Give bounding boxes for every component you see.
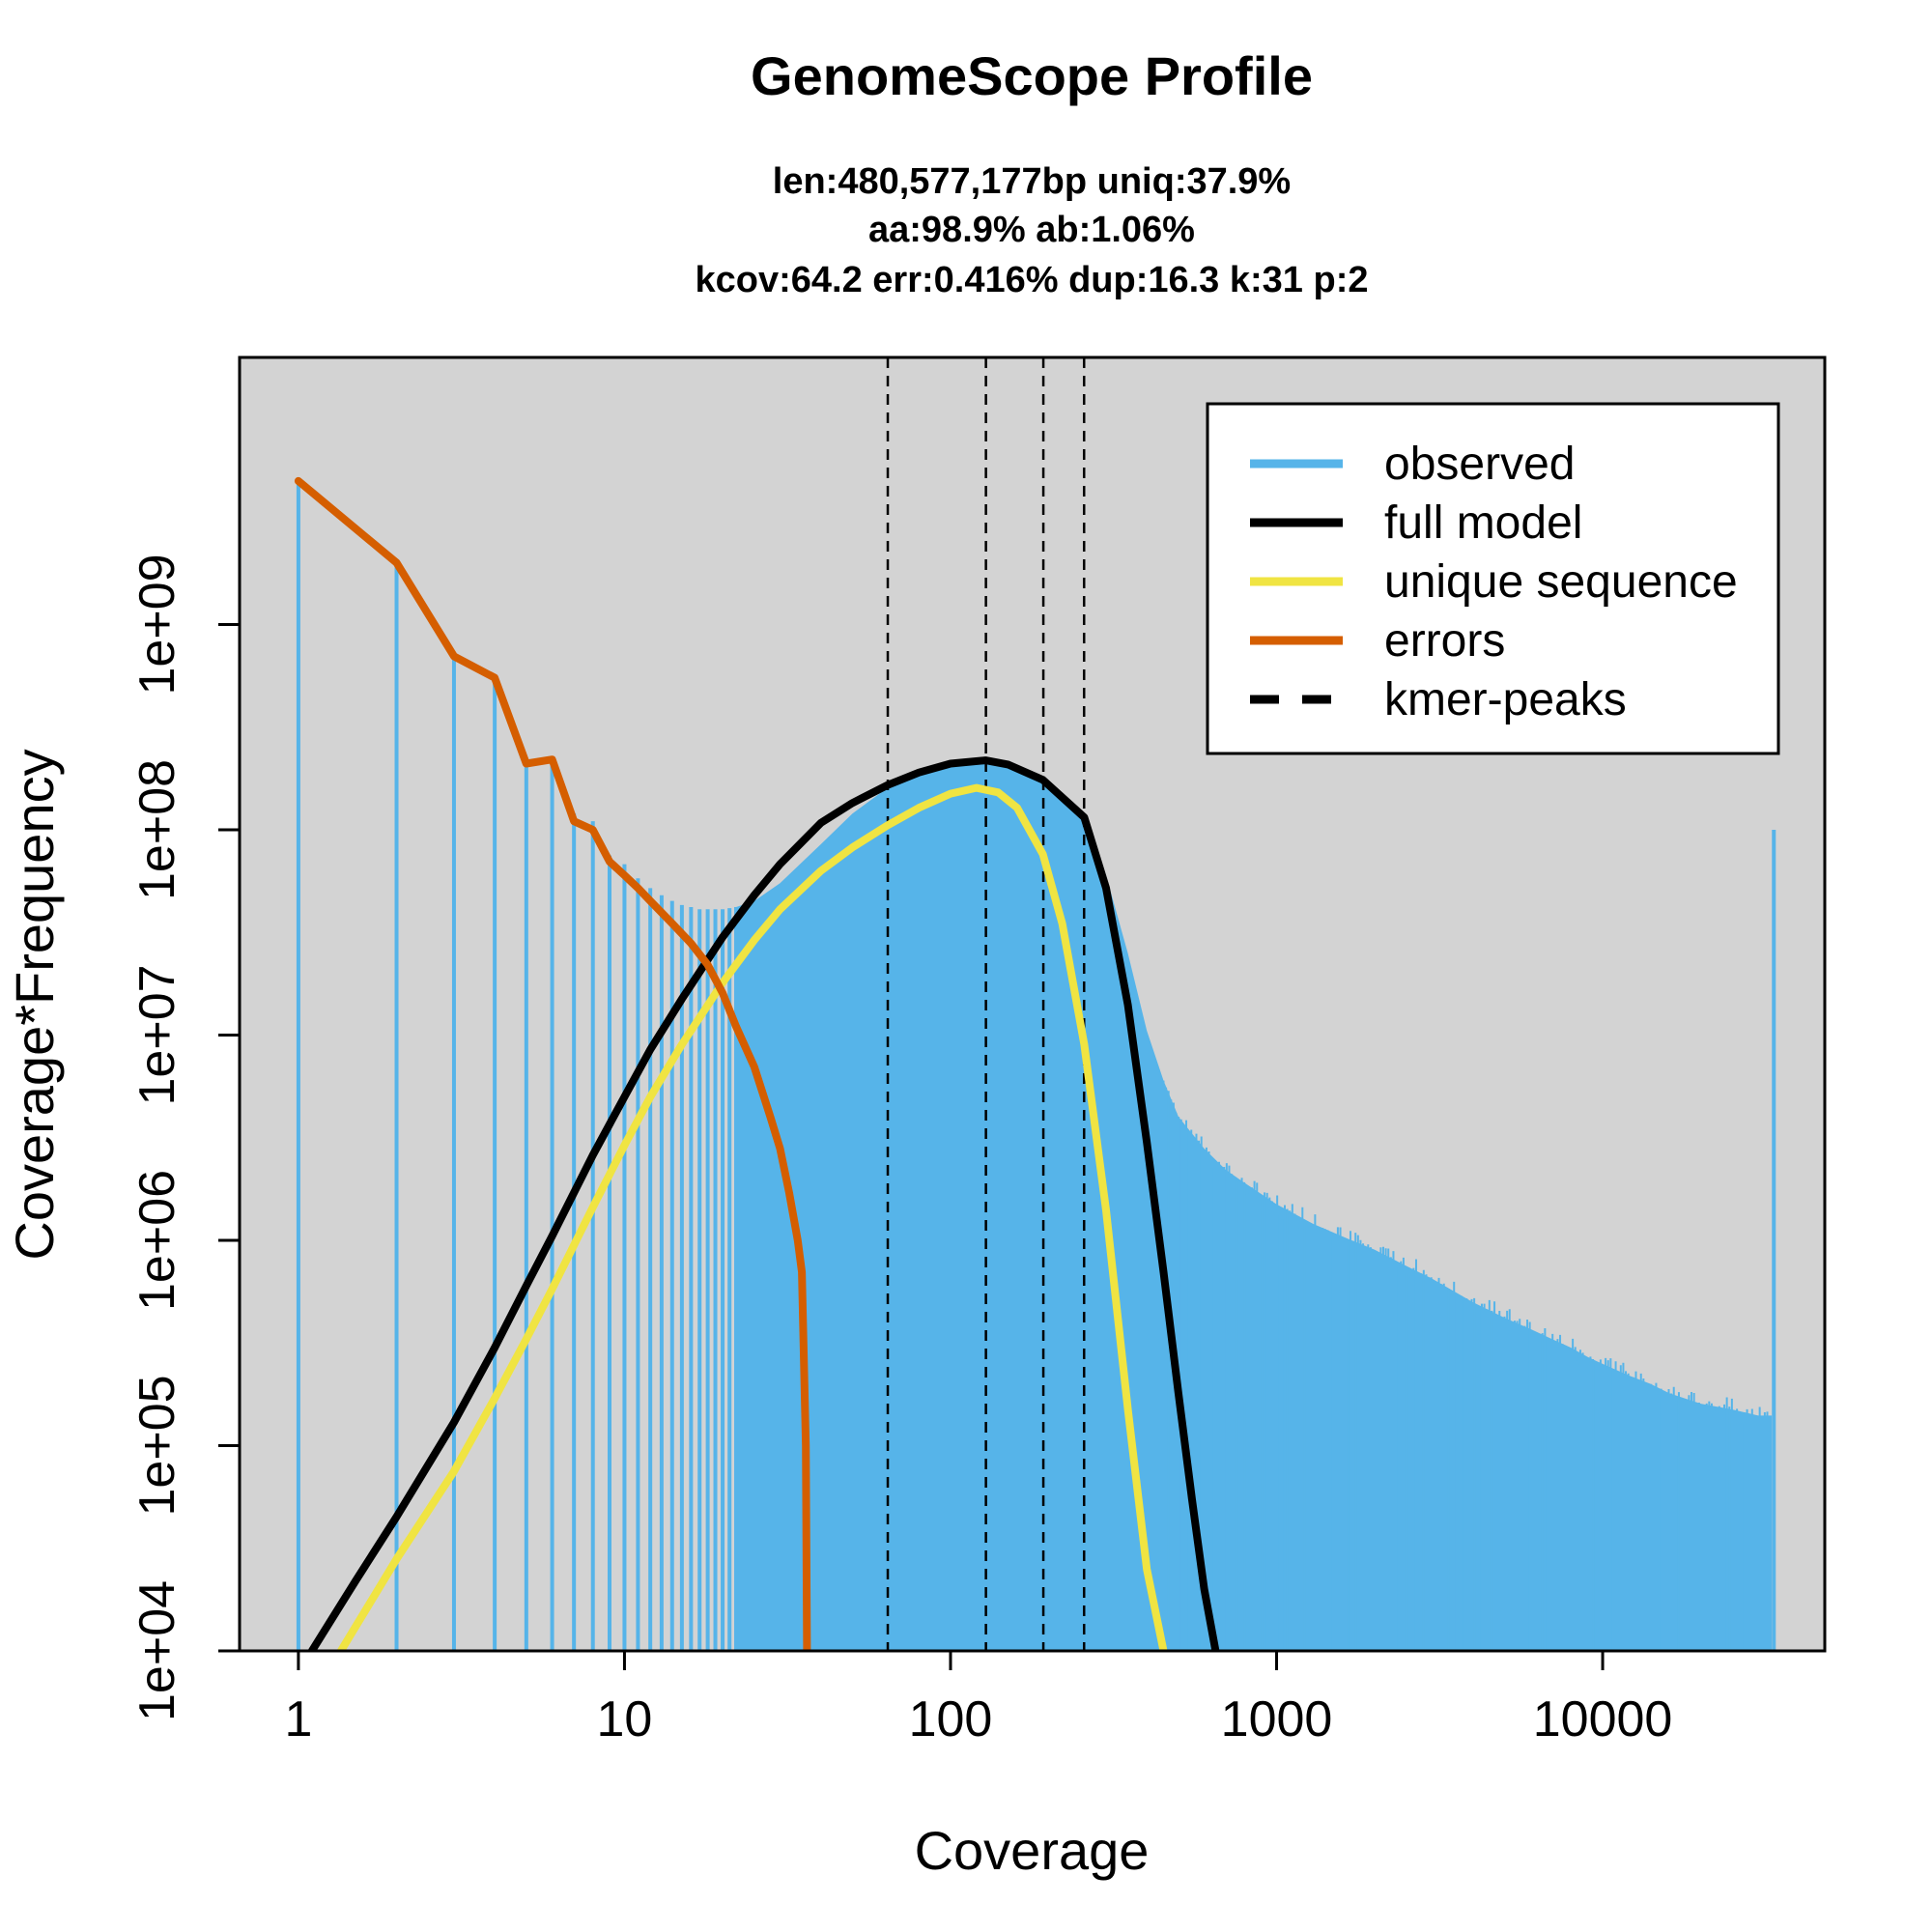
y-tick-label: 1e+05 — [129, 1375, 185, 1516]
kmer-peak-lines — [886, 357, 1086, 1651]
x-axis: 1 10 100 1000 10000 — [284, 1649, 1673, 1747]
y-tick-label: 1e+07 — [129, 964, 185, 1105]
observed-series — [296, 480, 1776, 1651]
unique-sequence-line — [336, 783, 1168, 1651]
y-axis: 1e+04 1e+05 1e+06 1e+07 1e+08 1e+09 — [129, 554, 242, 1721]
y-tick-label: 1e+06 — [129, 1170, 185, 1311]
errors-line — [294, 476, 811, 1651]
legend: observed full model unique sequence errors k… — [1206, 402, 1780, 755]
x-tick-label: 1000 — [1221, 1691, 1333, 1747]
chart-subtitle-line-3: kcov:64.2 err:0.416% dup:16.3 k:31 p:2 — [695, 260, 1368, 300]
model-lines — [294, 476, 1220, 1651]
chart-subtitle-line-2: aa:98.9% ab:1.06% — [868, 210, 1195, 250]
x-tick-label: 100 — [909, 1691, 993, 1747]
legend-label: full model — [1384, 497, 1582, 549]
y-axis-title: Coverage*Frequency — [4, 749, 65, 1260]
legend-entries: observed full model unique sequence errors k… — [1250, 439, 1738, 725]
legend-label: kmer-peaks — [1384, 674, 1627, 725]
y-tick-label: 1e+08 — [129, 759, 185, 900]
chart-title: GenomeScope Profile — [751, 45, 1313, 106]
legend-label: errors — [1384, 615, 1505, 667]
x-tick-label: 10 — [597, 1691, 653, 1747]
x-tick-label: 10000 — [1533, 1691, 1673, 1747]
legend-label: observed — [1384, 439, 1575, 490]
x-axis-title: Coverage — [915, 1820, 1150, 1881]
y-tick-label: 1e+09 — [129, 554, 185, 695]
full-model-line — [307, 756, 1220, 1651]
y-tick-label: 1e+04 — [129, 1580, 185, 1721]
x-tick-label: 1 — [284, 1691, 312, 1747]
chart-subtitle-line-1: len:480,577,177bp uniq:37.9% — [773, 161, 1291, 202]
legend-label: unique sequence — [1384, 556, 1738, 608]
